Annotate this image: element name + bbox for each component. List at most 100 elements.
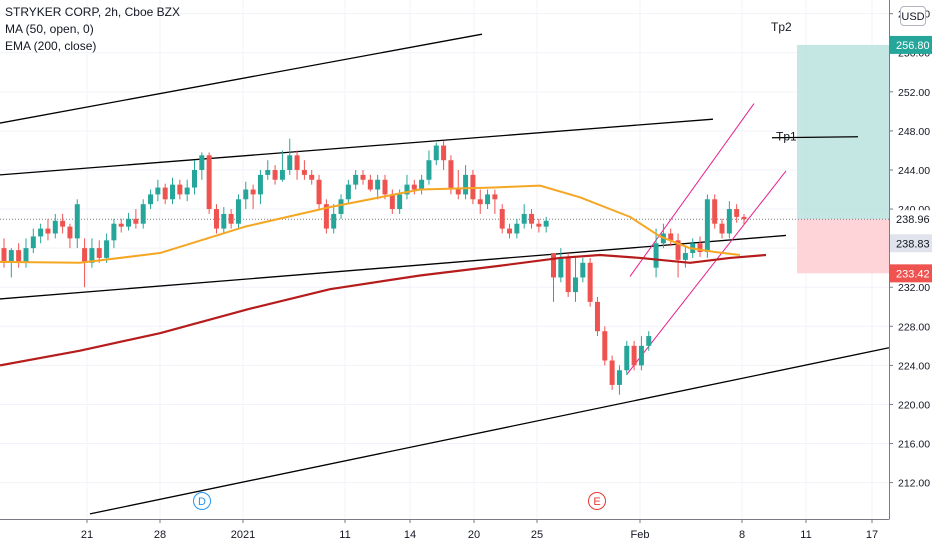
candle [155,179,161,202]
candle [338,194,344,219]
candle-body [287,155,293,170]
candle [221,207,227,234]
candle [499,204,505,234]
candle-body [331,213,337,229]
candle [411,179,417,195]
candle-body [594,301,600,332]
candle-body [704,199,710,253]
time-axis-bg [0,519,932,550]
candle [60,213,66,234]
candle-body [521,213,527,224]
candle-body [734,209,740,217]
candle [485,189,491,210]
ma-indicator-label[interactable]: MA (50, open, 0) [5,22,94,36]
candle-body [162,187,168,200]
candle [375,174,381,200]
candle-body [353,174,359,185]
candle-body [155,187,161,195]
candle [257,169,263,205]
candle [558,248,564,283]
candle [243,181,249,210]
candle-body [235,199,241,224]
channel-line-lower [0,234,787,300]
candle-body [441,145,447,161]
candle [287,138,293,175]
candle-body [631,345,637,366]
candle [734,204,740,223]
pink-channel-upper [629,103,755,277]
candle [133,209,139,229]
candle-body [206,155,212,210]
candle-body [719,223,725,234]
currency-button[interactable]: USD [900,6,926,26]
candle [126,212,132,231]
price-tick-label: 224.00 [898,360,930,372]
candle-body [338,199,344,214]
tp2-price-badge: 256.80 [890,35,932,54]
candle-body [30,236,36,249]
candle [74,199,80,249]
candle-body [8,250,14,263]
candle [316,174,322,210]
candle-body [726,209,732,234]
candle [228,209,234,229]
candle-body [89,248,95,263]
price-tick-label: 212.00 [898,478,930,490]
candle-body [697,243,703,253]
time-tick-label: 14 [404,529,416,541]
candle [235,194,241,229]
candle [697,236,703,257]
symbol-title[interactable]: STRYKER CORP, 2h, Cboe BZX [5,5,180,19]
candle-body [265,169,271,175]
candle [455,169,461,200]
candle-body [375,179,381,190]
candle [96,240,102,263]
channel-line-mid [0,118,714,176]
candle-body [16,250,22,262]
candle [551,253,557,302]
candle [594,296,600,337]
candle [294,150,300,180]
candle [441,140,447,170]
candle [272,165,278,185]
candle [301,160,307,180]
candle-body [499,209,505,229]
candle-body [624,345,630,371]
candle-body [558,257,564,278]
channel-line-bottom [89,347,890,515]
candle [704,194,710,258]
grid [0,0,889,519]
candle-body [345,184,351,200]
candle-body [448,160,454,190]
dividend-marker[interactable]: D [193,492,211,510]
candle-body [177,184,183,195]
badge-text: 238.96 [896,214,930,226]
candle [118,218,124,233]
candle [279,150,285,182]
candle-body [492,194,498,200]
candle-body [309,174,315,180]
stop-zone [797,219,889,274]
candle-body [213,209,219,229]
candle-body [536,223,542,227]
candle [331,204,337,234]
ema-indicator-label[interactable]: EMA (200, close) [5,39,97,53]
candle-body [367,179,373,190]
candle-body [551,253,557,278]
earnings-marker[interactable]: E [588,492,606,510]
price-tick-label: 220.00 [898,399,930,411]
candle [353,169,359,190]
candle [514,218,520,239]
candle [1,238,7,268]
candle [140,199,146,229]
candle-body [272,169,278,180]
candle [89,238,95,268]
candle [191,160,197,195]
candle [426,150,432,185]
time-tick-label: 17 [866,529,878,541]
badge-bg [890,210,932,229]
candle-body [1,248,7,263]
candle [477,189,483,214]
candle [323,199,329,234]
